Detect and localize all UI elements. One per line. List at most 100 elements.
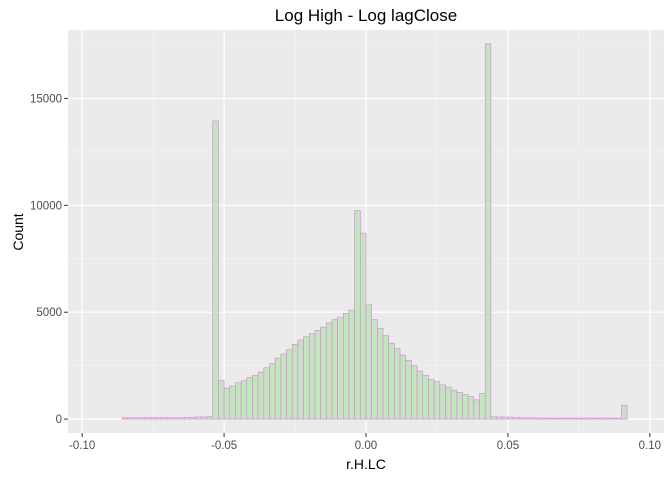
histogram-bar <box>150 417 157 420</box>
histogram-bar <box>291 343 299 420</box>
histogram-bar <box>467 396 475 420</box>
histogram-bar <box>535 417 543 420</box>
histogram-bar <box>325 322 333 420</box>
x-tick-label: -0.10 <box>69 440 95 452</box>
histogram-bar <box>445 386 452 420</box>
histogram-bar <box>127 417 134 420</box>
histogram-bar <box>121 417 128 420</box>
x-tick-label: 0.05 <box>497 440 519 452</box>
histogram-bar <box>280 353 287 420</box>
histogram-bar <box>382 335 390 420</box>
histogram-bar <box>399 354 407 420</box>
histogram-bar <box>496 416 503 420</box>
histogram-bar <box>553 417 560 420</box>
histogram-bar <box>462 394 469 420</box>
histogram-bar <box>405 360 412 420</box>
histogram-bar <box>360 232 367 420</box>
histogram-bar <box>297 339 304 420</box>
histogram-bar <box>263 367 270 420</box>
histogram-bar <box>365 304 372 420</box>
histogram-bar <box>348 309 355 420</box>
histogram-bar <box>575 417 582 420</box>
histogram-bar <box>320 326 327 420</box>
histogram-bar <box>377 327 384 420</box>
histogram-bar <box>484 43 492 420</box>
histogram-bar <box>257 371 265 420</box>
y-axis: 0 5000 10000 15000 <box>30 93 68 426</box>
histogram-bar <box>212 120 219 420</box>
histogram-bar <box>269 363 276 420</box>
histogram-bar <box>570 417 577 420</box>
histogram-bar <box>609 417 617 420</box>
histogram-bar <box>144 417 151 420</box>
histogram-bar <box>303 336 310 420</box>
histogram-bar <box>513 417 520 420</box>
histogram-bar <box>314 330 321 420</box>
histogram-bar <box>433 381 441 420</box>
histogram-bar <box>201 416 208 420</box>
histogram-bar <box>286 349 293 420</box>
histogram-bar <box>541 417 548 420</box>
histogram-bar <box>337 317 344 420</box>
histogram-bar <box>132 417 140 420</box>
histogram-bar <box>473 399 480 420</box>
histogram-bar <box>371 319 378 420</box>
histogram-bar <box>524 417 531 420</box>
x-axis: -0.10 -0.05 0.00 0.05 0.10 <box>69 433 661 452</box>
x-tick-label: -0.05 <box>211 440 237 452</box>
histogram-bar <box>621 404 628 420</box>
y-tick-label: 15000 <box>30 93 62 105</box>
histogram-bar <box>428 379 435 420</box>
y-tick-label: 10000 <box>30 200 62 212</box>
histogram-bar <box>411 365 418 420</box>
histogram-bar <box>342 312 350 420</box>
histogram-bar <box>564 417 571 420</box>
histogram-bar <box>394 348 401 420</box>
histogram-bar <box>184 417 191 420</box>
histogram-bar <box>598 417 605 420</box>
histogram-bar <box>592 417 600 420</box>
histogram-bar <box>581 417 588 420</box>
histogram-bar <box>615 417 622 420</box>
histogram-bar <box>229 385 236 420</box>
x-axis-label: r.H.LC <box>346 456 386 472</box>
chart-title: Log High - Log lagClose <box>275 6 457 25</box>
histogram-bars <box>121 43 628 420</box>
histogram-bar <box>558 417 565 420</box>
histogram-bar <box>587 417 594 420</box>
histogram-bar <box>450 389 458 420</box>
histogram-bar <box>308 333 316 420</box>
histogram-bar <box>223 387 231 420</box>
histogram-bar <box>354 210 361 420</box>
histogram-bar <box>206 416 214 420</box>
histogram-bar <box>439 384 446 420</box>
x-tick-label: 0.10 <box>639 440 661 452</box>
histogram-bar <box>501 416 509 420</box>
histogram-bar <box>422 374 429 420</box>
histogram-bar <box>195 416 202 420</box>
histogram-bar <box>138 417 145 420</box>
histogram-bar <box>518 417 526 420</box>
histogram-bar <box>274 357 282 420</box>
histogram-bar <box>167 417 174 420</box>
histogram-bar <box>416 370 424 420</box>
histogram-bar <box>331 319 338 420</box>
histogram-bar <box>388 342 395 420</box>
histogram-bar <box>172 417 179 420</box>
y-tick-label: 0 <box>56 414 62 426</box>
histogram-bar <box>530 417 537 420</box>
histogram-bar <box>547 417 554 420</box>
y-tick-label: 5000 <box>36 307 62 319</box>
histogram-bar <box>161 417 168 420</box>
x-tick-label: 0.00 <box>355 440 377 452</box>
histogram-bar <box>155 417 162 420</box>
histogram-bar <box>490 416 497 420</box>
histogram-bar <box>240 380 248 420</box>
histogram-bar <box>178 417 185 420</box>
histogram-bar <box>479 393 486 420</box>
histogram-bar <box>218 380 225 420</box>
histogram-bar <box>189 416 197 420</box>
y-axis-label: Count <box>10 213 26 250</box>
